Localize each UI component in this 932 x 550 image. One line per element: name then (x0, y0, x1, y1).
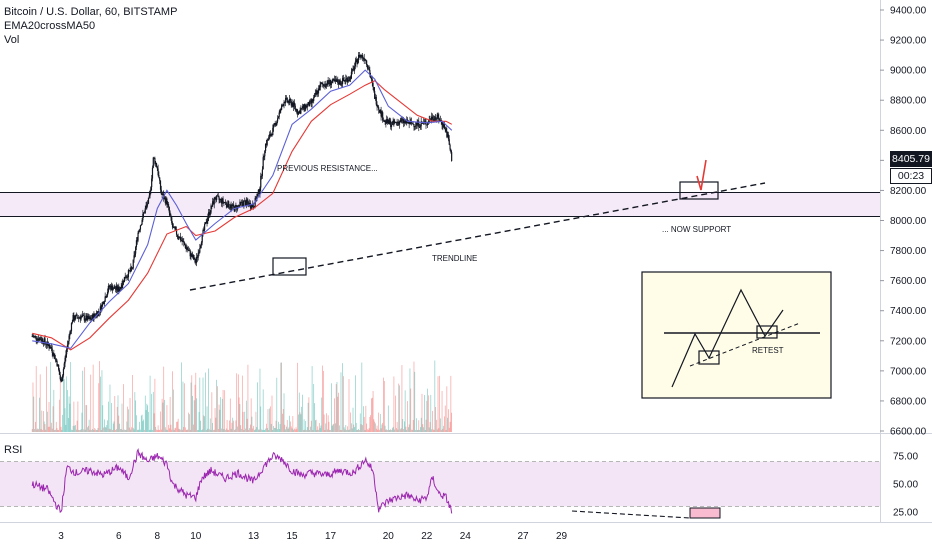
volume-bars (31, 360, 453, 432)
ma50-series-line (32, 80, 453, 351)
rsi-indicator-label[interactable]: RSI (4, 444, 23, 456)
price-tick-label: 7400.00 (890, 306, 927, 317)
volume-indicator-label[interactable]: Vol (4, 34, 20, 46)
price-tick-label: 8000.00 (890, 216, 927, 227)
annotation-previous-resistance: PREVIOUS RESISTANCE... (277, 164, 378, 173)
price-tick-label: 9000.00 (890, 66, 927, 77)
ema-indicator-label[interactable]: EMA20crossMA50 (4, 20, 96, 32)
price-tick-label: 6600.00 (890, 427, 927, 438)
annotation-now-support: ... NOW SUPPORT (662, 225, 731, 234)
time-axis-ticks: 3 6 8 10 13 15 17 20 22 24 27 29 (58, 531, 567, 542)
price-axis-ticks: 9400.009200.009000.008800.008600.008400.… (880, 6, 927, 438)
candle-countdown: 00:23 (890, 168, 932, 184)
symbol-title[interactable]: Bitcoin / U.S. Dollar, 60, BITSTAMP (4, 6, 178, 18)
time-tick-label: 17 (325, 531, 337, 542)
inset-diagram: RETEST (641, 271, 832, 399)
time-tick-label: 6 (116, 531, 122, 542)
time-tick-label: 10 (190, 531, 202, 542)
trendline (189, 182, 766, 291)
trendline-touch-box (272, 257, 307, 276)
last-price-badge: 8405.79 (890, 151, 932, 167)
price-tick-label: 7200.00 (890, 336, 927, 347)
rsi-series-line (31, 448, 453, 514)
rsi-highlight-box (689, 507, 721, 519)
rsi-divergence-line (571, 510, 691, 519)
time-tick-label: 13 (248, 531, 260, 542)
rsi-band (0, 461, 880, 507)
time-tick-label: 20 (383, 531, 395, 542)
annotation-trendline: TRENDLINE (432, 254, 477, 263)
price-tick-label: 9400.00 (890, 6, 927, 17)
price-tick-label: 9200.00 (890, 36, 927, 47)
price-tick-label: 7800.00 (890, 246, 927, 257)
candles (31, 51, 453, 383)
time-tick-label: 3 (58, 531, 64, 542)
ema20-series-line (32, 69, 453, 349)
time-tick-label: 29 (556, 531, 568, 542)
time-tick-label: 22 (421, 531, 433, 542)
rsi-tick-label: 25.00 (893, 508, 918, 519)
price-tick-label: 8800.00 (890, 96, 927, 107)
price-tick-label: 7600.00 (890, 276, 927, 287)
price-tick-label: 8600.00 (890, 126, 927, 137)
price-tick-label: 8200.00 (890, 186, 927, 197)
inset-retest-label: RETEST (752, 346, 784, 355)
rsi-tick-label: 75.00 (893, 452, 918, 463)
time-tick-label: 27 (517, 531, 529, 542)
rsi-tick-label: 50.00 (893, 480, 918, 491)
price-tick-label: 6800.00 (890, 396, 927, 407)
time-tick-label: 15 (286, 531, 298, 542)
retest-checkmark (696, 159, 707, 191)
price-tick-label: 7000.00 (890, 366, 927, 377)
time-tick-label: 8 (155, 531, 161, 542)
rsi-axis-ticks: 75.00 50.00 25.00 (893, 452, 918, 519)
support-zone (0, 193, 880, 216)
time-tick-label: 24 (460, 531, 472, 542)
